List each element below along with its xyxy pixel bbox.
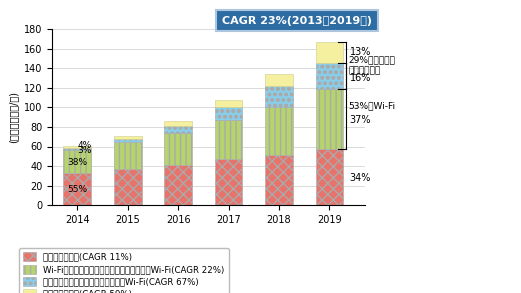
Bar — [316, 89, 343, 149]
Bar — [215, 159, 242, 205]
Bar — [64, 173, 91, 205]
Text: 37%: 37% — [350, 115, 371, 125]
Legend: 固定および有線(CAGR 11%), Wi-Fi機能のみのデバイスからの固定およびWi-Fi(CAGR 22%), モバイルデバイスからの固定およびWi-Fi(: 固定および有線(CAGR 11%), Wi-Fi機能のみのデバイスからの固定およ… — [19, 248, 229, 293]
Text: 16%: 16% — [350, 73, 371, 83]
Bar — [64, 150, 91, 173]
Bar — [114, 169, 142, 205]
Text: 34%: 34% — [350, 173, 371, 183]
Bar — [164, 121, 192, 126]
Bar — [316, 149, 343, 205]
Bar — [114, 136, 142, 139]
Bar — [164, 133, 192, 165]
Y-axis label: (エクサバイト/月): (エクサバイト/月) — [8, 91, 18, 143]
Bar — [265, 155, 293, 205]
Bar — [265, 86, 293, 108]
Text: 53%がWi-Fi: 53%がWi-Fi — [348, 101, 395, 110]
Bar — [215, 120, 242, 159]
Bar — [64, 149, 91, 150]
Bar — [114, 139, 142, 142]
Bar — [215, 108, 242, 120]
Bar — [164, 165, 192, 205]
Bar — [64, 146, 91, 149]
Bar — [114, 142, 142, 169]
Text: 13%: 13% — [350, 47, 371, 57]
Bar — [215, 100, 242, 108]
Text: 55%: 55% — [67, 185, 88, 194]
Text: CAGR 23%(2013～2019年): CAGR 23%(2013～2019年) — [222, 16, 372, 25]
Bar — [316, 42, 343, 62]
Text: 4%: 4% — [78, 141, 92, 149]
Text: 3%: 3% — [78, 146, 92, 155]
Bar — [265, 74, 293, 86]
Text: 29%がモバイル
デバイスから: 29%がモバイル デバイスから — [348, 56, 395, 75]
Bar — [164, 126, 192, 133]
Text: 38%: 38% — [67, 158, 88, 167]
Bar — [316, 62, 343, 89]
Bar — [265, 108, 293, 155]
